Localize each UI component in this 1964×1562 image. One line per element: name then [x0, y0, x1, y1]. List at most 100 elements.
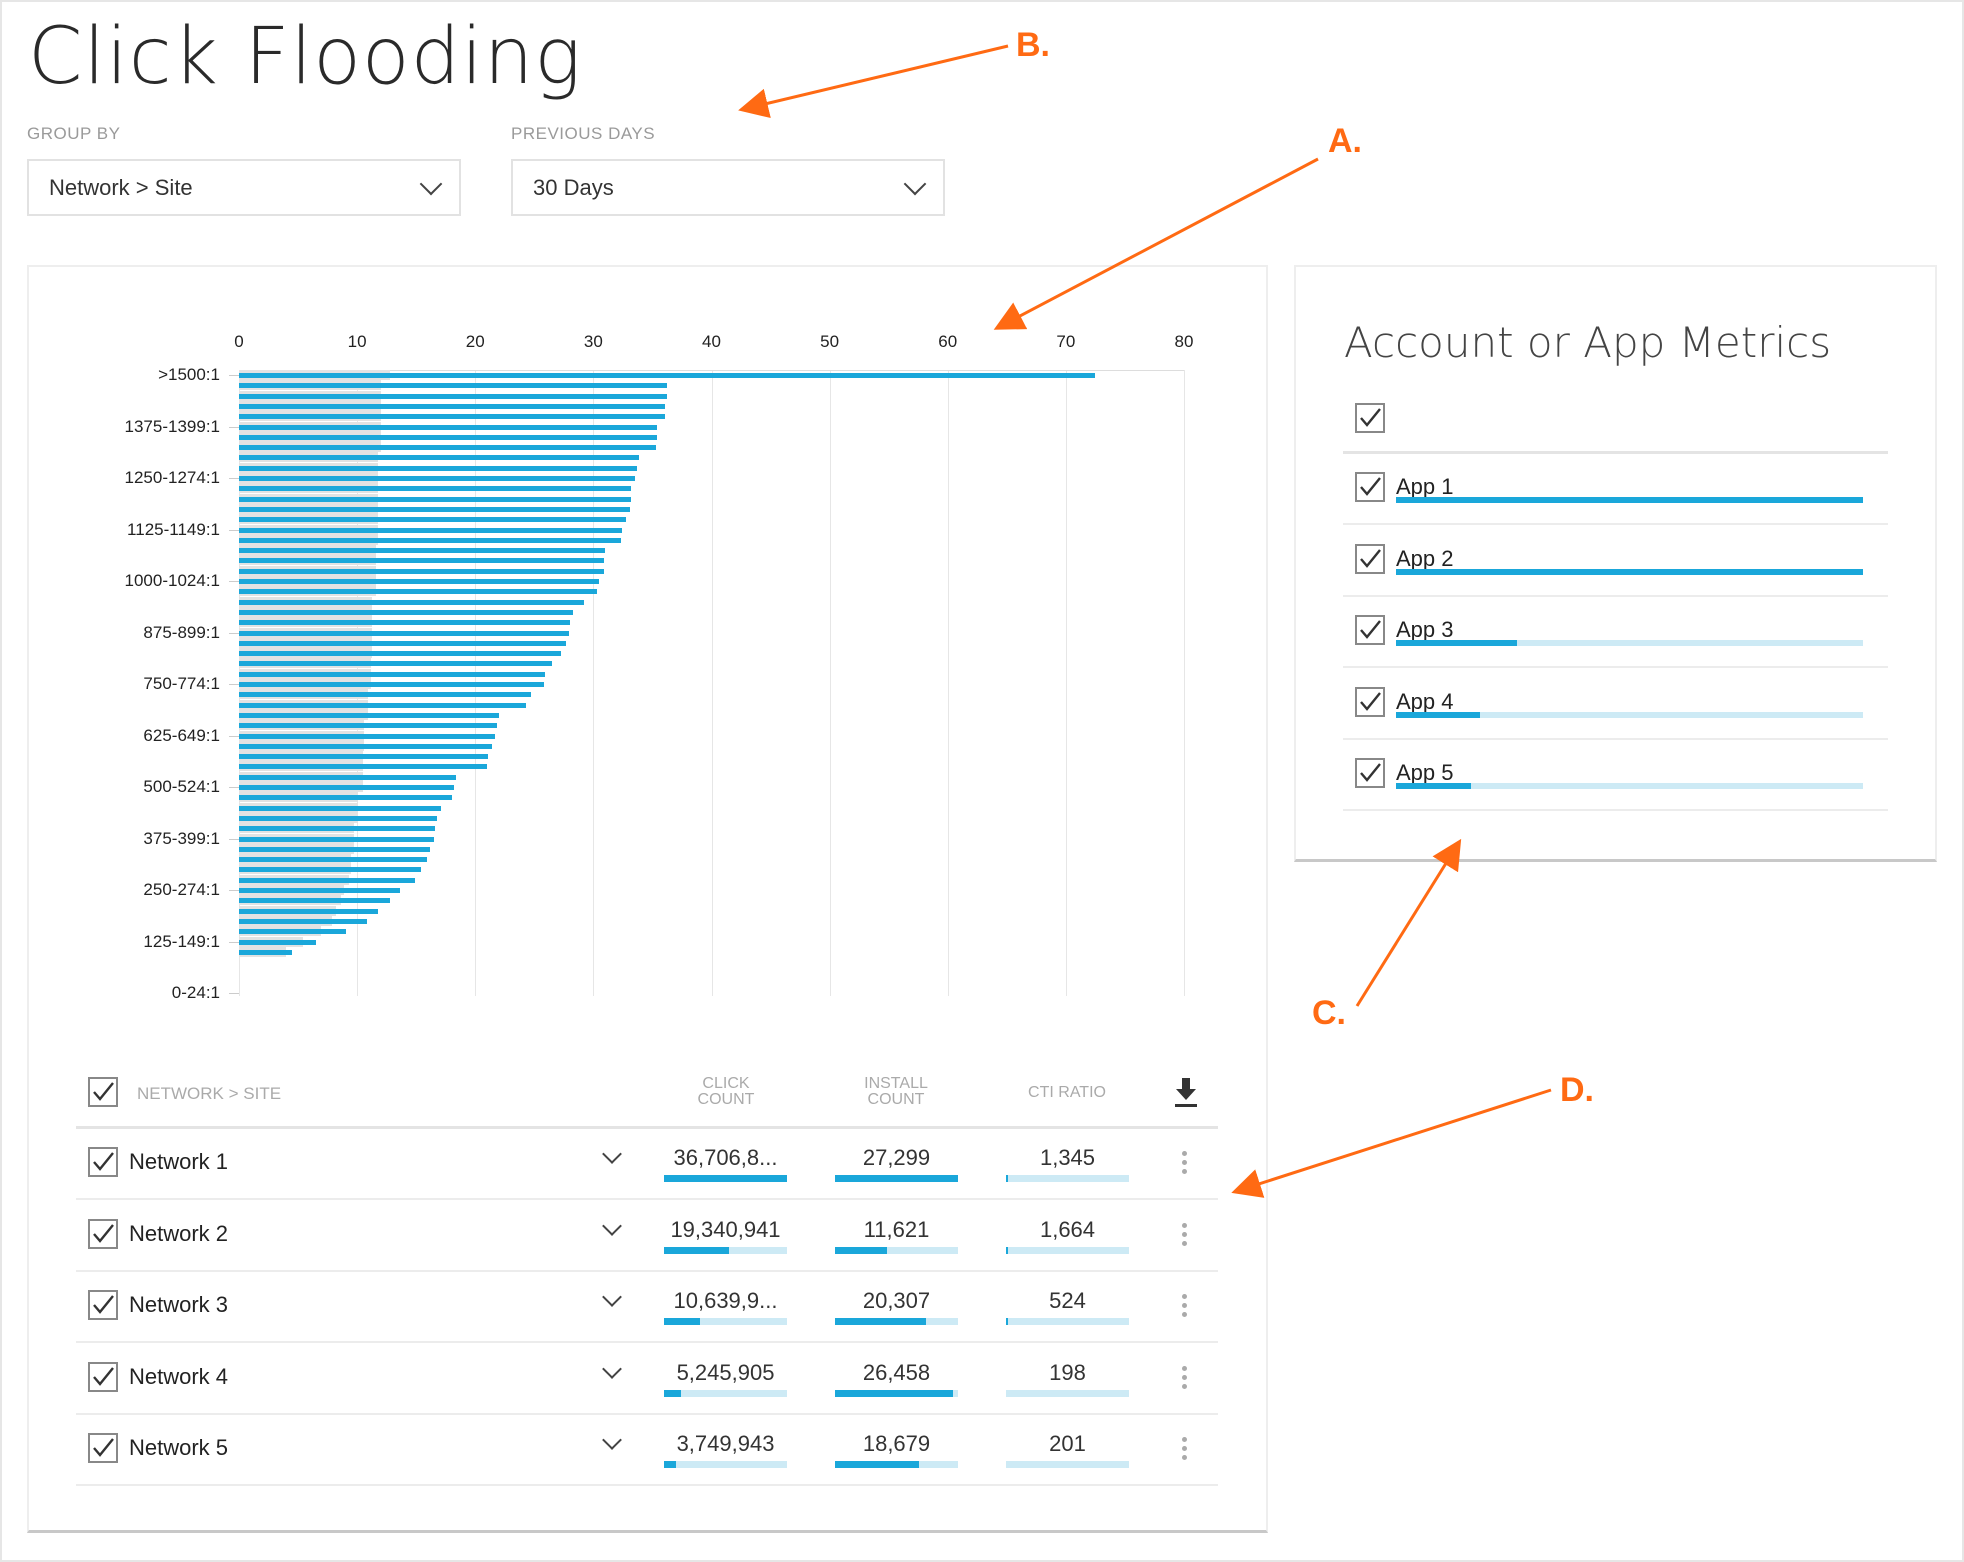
bar	[239, 403, 666, 409]
click-value: 5,245,905	[676, 1359, 775, 1385]
bar	[239, 661, 553, 667]
app-name: App 1	[1396, 474, 1454, 499]
app-checkbox[interactable]	[1355, 615, 1385, 645]
x-tick-label: 30	[583, 332, 603, 351]
gridline	[1184, 370, 1185, 996]
column-header-click-count[interactable]: CLICK COUNT	[698, 1076, 755, 1108]
bar	[239, 496, 632, 502]
app-checkbox[interactable]	[1355, 472, 1385, 502]
network-name[interactable]: Network 1	[129, 1149, 229, 1174]
app-item[interactable]: App 5	[1343, 740, 1888, 811]
y-tick-label: 1000-1024:1	[124, 571, 220, 590]
click-bar	[664, 1389, 787, 1397]
bar	[239, 846, 431, 852]
previous-days-select[interactable]: 30 Days	[511, 159, 945, 216]
row-checkbox[interactable]	[88, 1433, 118, 1464]
bar	[239, 743, 492, 749]
app-item[interactable]: App 1	[1343, 454, 1888, 525]
x-tick-label: 70	[1056, 332, 1076, 351]
y-tick-label: 875-899:1	[143, 622, 220, 642]
install-bar	[835, 1318, 958, 1326]
more-options-icon[interactable]	[1182, 1437, 1188, 1464]
app-metric-bar-fill	[1396, 783, 1471, 789]
network-name[interactable]: Network 4	[129, 1363, 229, 1389]
app-item[interactable]: App 2	[1343, 526, 1888, 597]
column-header-name[interactable]: NETWORK > SITE	[137, 1084, 282, 1103]
app-metric-bar	[1396, 568, 1863, 575]
bar	[239, 836, 434, 842]
bar	[239, 517, 627, 523]
app-item[interactable]: App 4	[1343, 669, 1888, 740]
more-options-icon[interactable]	[1182, 1365, 1188, 1393]
select-all-checkbox[interactable]	[88, 1077, 118, 1107]
bar	[239, 908, 379, 914]
cti-value: 1,345	[1039, 1145, 1096, 1170]
previous-days-label: PREVIOUS DAYS	[511, 124, 656, 143]
click-value: 3,749,943	[676, 1431, 775, 1457]
gridline	[711, 370, 713, 996]
app-checkbox[interactable]	[1355, 543, 1385, 574]
app-checkbox[interactable]	[1355, 758, 1385, 788]
bar	[239, 857, 427, 863]
more-options-icon[interactable]	[1182, 1151, 1188, 1178]
cti-bar	[1006, 1461, 1129, 1469]
select-all-apps-checkbox[interactable]	[1355, 403, 1385, 433]
x-axis-line	[239, 370, 1184, 371]
column-header-cti-ratio[interactable]: CTI RATIO	[1028, 1084, 1106, 1101]
more-options-icon[interactable]	[1182, 1222, 1188, 1250]
cti-value: 1,664	[1039, 1216, 1096, 1242]
column-header-install-count[interactable]: INSTALL COUNT	[864, 1076, 928, 1108]
click-bar	[664, 1246, 787, 1254]
table-row[interactable]: Network 4 5,245,905 26,458 198	[76, 1344, 1218, 1415]
y-tick-label: 625-649:1	[143, 725, 220, 745]
x-tick-label: 0	[234, 332, 244, 351]
install-bar-fill	[835, 1246, 887, 1254]
bar	[239, 785, 454, 790]
group-by-select[interactable]: Network > Site	[27, 159, 461, 216]
cti-bar-fill	[1006, 1318, 1009, 1326]
network-name[interactable]: Network 3	[129, 1292, 229, 1318]
row-checkbox[interactable]	[88, 1290, 118, 1321]
bar	[239, 548, 606, 554]
cti-bar	[1006, 1318, 1129, 1326]
bar	[239, 599, 584, 605]
header-line: CLICK	[702, 1075, 750, 1092]
app-checkbox[interactable]	[1355, 686, 1385, 717]
bar	[239, 764, 488, 770]
table-row[interactable]: Network 2 19,340,941 11,621 1,664	[76, 1201, 1218, 1272]
app-name: App 3	[1396, 617, 1454, 642]
arrow-c	[1355, 838, 1462, 1007]
table-row[interactable]: Network 5 3,749,943 18,679 201	[76, 1415, 1218, 1487]
bar	[239, 465, 638, 471]
y-tick-label: 1250-1274:1	[124, 468, 220, 487]
y-tick-label: 250-274:1	[143, 880, 220, 899]
click-bar-fill	[664, 1318, 700, 1326]
table-row[interactable]: Network 3 10,639,9... 20,307 524	[76, 1272, 1218, 1344]
header-line: INSTALL	[864, 1075, 928, 1092]
cti-value: 198	[1049, 1359, 1086, 1385]
network-name[interactable]: Network 2	[129, 1220, 229, 1246]
app-item[interactable]: App 3	[1343, 597, 1888, 668]
row-checkbox[interactable]	[88, 1147, 118, 1177]
y-tick-mark	[229, 529, 239, 531]
gridline	[947, 370, 949, 996]
row-checkbox[interactable]	[88, 1218, 118, 1249]
cti-bar-fill	[1006, 1175, 1009, 1182]
y-tick-mark	[229, 735, 239, 737]
download-icon[interactable]	[1173, 1078, 1199, 1113]
network-name[interactable]: Network 5	[129, 1435, 229, 1461]
table-row[interactable]: Network 1 36,706,8... 27,299 1,345	[76, 1129, 1218, 1200]
bar	[239, 651, 562, 657]
row-checkbox[interactable]	[88, 1361, 118, 1392]
y-tick-label: 1125-1149:1	[127, 519, 220, 539]
app-metric-bar	[1396, 783, 1863, 789]
annotation-a: A.	[1328, 122, 1362, 160]
install-value: 20,307	[862, 1288, 931, 1314]
click-bar-fill	[664, 1461, 677, 1469]
x-tick-label: 50	[820, 332, 840, 351]
y-tick-mark	[229, 838, 239, 840]
install-value: 11,621	[863, 1216, 930, 1242]
click-bar	[664, 1175, 787, 1182]
more-options-icon[interactable]	[1182, 1294, 1188, 1321]
